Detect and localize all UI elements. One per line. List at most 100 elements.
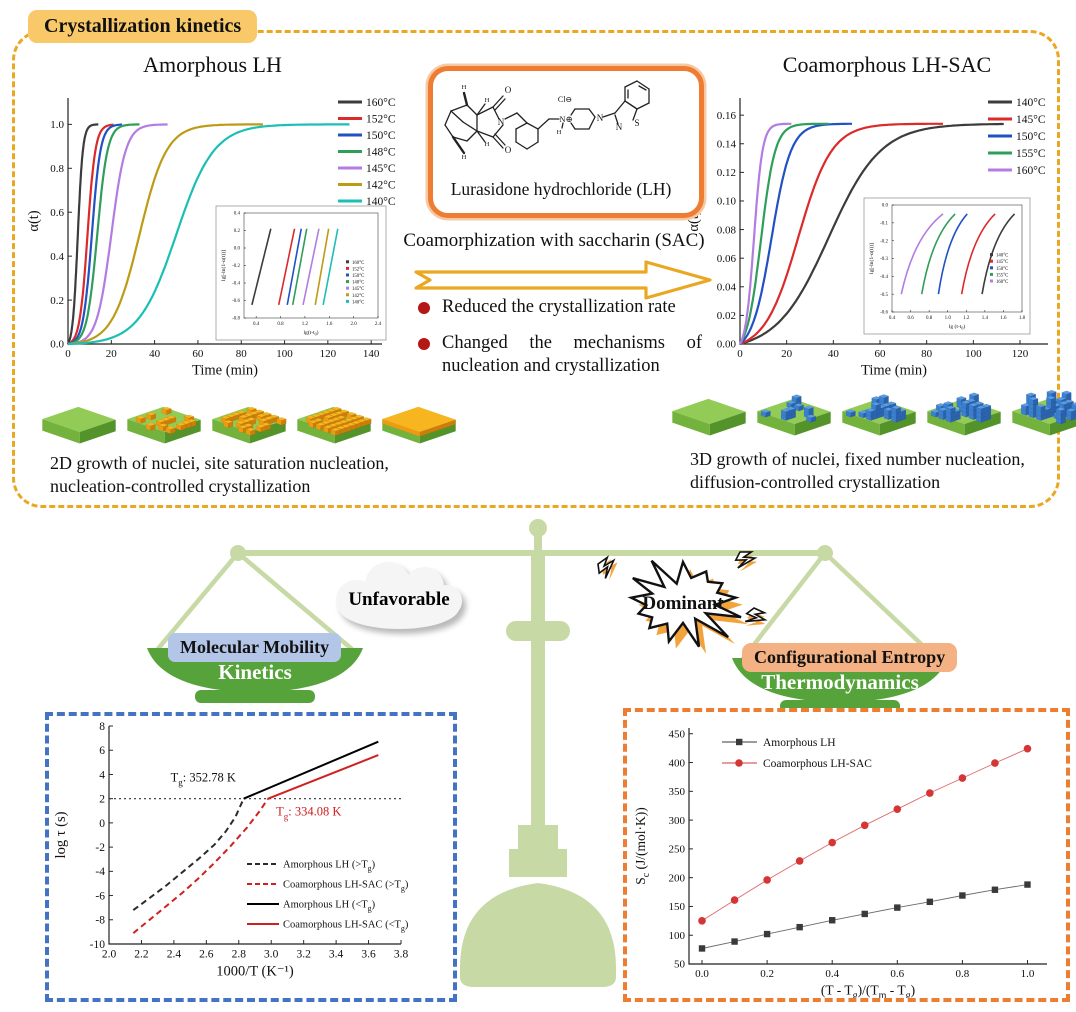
svg-text:155°C: 155°C <box>1016 148 1046 160</box>
svg-text:0.08: 0.08 <box>717 224 737 236</box>
svg-text:0.00: 0.00 <box>717 339 737 351</box>
svg-text:Amorphous LH (>Tg): Amorphous LH (>Tg) <box>283 860 376 873</box>
svg-text:1.2: 1.2 <box>302 322 309 327</box>
svg-text:400: 400 <box>669 757 686 769</box>
molecular-mobility-tag: Molecular Mobility <box>168 633 342 662</box>
thermodynamics-pan-label: Thermodynamics <box>761 670 919 694</box>
svg-text:150°C: 150°C <box>366 130 396 142</box>
y-axis-label: Sc (J/(mol·K)) <box>633 807 652 885</box>
svg-text:120: 120 <box>320 348 337 360</box>
svg-text:150°C: 150°C <box>1016 131 1046 143</box>
y-axis-label: lg[-ln(1-α(t))] <box>868 243 875 274</box>
series-curves <box>132 740 379 934</box>
svg-text:80: 80 <box>236 348 248 360</box>
series-142°C <box>67 123 263 346</box>
svg-text:250: 250 <box>669 844 686 856</box>
dominant-starburst: Dominant <box>588 546 778 663</box>
y-axis-label: lg[-ln(1-α(t))] <box>220 250 227 281</box>
svg-text:0.4: 0.4 <box>889 316 896 321</box>
growth-stage-2 <box>127 406 201 444</box>
y-axis-label: α(t) <box>26 210 42 231</box>
svg-text:-2: -2 <box>95 842 105 854</box>
svg-text:-0.2: -0.2 <box>880 239 888 244</box>
atom-label: H <box>462 154 467 161</box>
svg-text:140°C: 140°C <box>1016 97 1046 109</box>
2d-growth-caption: 2D growth of nuclei, site saturation nuc… <box>50 453 389 497</box>
svg-text:-4: -4 <box>95 866 105 878</box>
svg-text:3.2: 3.2 <box>296 949 311 961</box>
svg-text:0.06: 0.06 <box>717 253 737 265</box>
svg-text:450: 450 <box>669 728 686 740</box>
coamorphization-label: Coamorphization with saccharin (SAC) <box>403 230 705 251</box>
svg-text:-0.4: -0.4 <box>880 275 888 280</box>
atom-label: N <box>597 113 604 123</box>
svg-text:-10: -10 <box>90 939 106 951</box>
molecule-label: Lurasidone hydrochloride (LH) <box>450 179 672 199</box>
series-145°C <box>739 122 943 346</box>
svg-text:1.6: 1.6 <box>326 322 333 327</box>
series-Amorphous LH (<T_g) <box>243 740 379 800</box>
bullet-text: Reduced the crystallization rate <box>442 297 676 317</box>
amorphous-lh-chart: 0 20 40 60 80 100 120 140 0.0 0.2 0.4 0.6 0.8 1.0 Time… <box>26 86 438 388</box>
3d-growth-illustration <box>668 378 1076 438</box>
coamorphous-lh-sac-chart: 0 20 40 60 80 100 120 0.00 0.02 0.04 0.06 0.08 0.10 0… <box>686 86 1076 388</box>
series-152°C <box>67 123 114 346</box>
kinetics-chart-panel: 2.0 2.2 2.4 2.6 2.8 3.0 3.2 3.4 3.6 3.8 8 6 4 2 0 -2 -4 -… <box>45 712 457 1002</box>
atom-label: H <box>485 97 490 104</box>
atom-label: Cl⊖ <box>558 95 572 104</box>
svg-text:Coamorphous LH-SAC (<Tg): Coamorphous LH-SAC (<Tg) <box>283 920 409 933</box>
svg-text:-8: -8 <box>95 915 105 927</box>
svg-text:160°C: 160°C <box>366 97 396 109</box>
atom-label: N⊕ <box>559 114 572 124</box>
axes: 2.0 2.2 2.4 2.6 2.8 3.0 3.2 3.4 3.6 3.8 8 6 4 2 0 -2 -4 -… <box>53 721 408 980</box>
atom-label: S <box>634 118 639 128</box>
amorphous-lh-title: Amorphous LH <box>143 52 282 77</box>
svg-text:20: 20 <box>106 348 118 360</box>
svg-text:2: 2 <box>99 794 105 806</box>
svg-text:0.6: 0.6 <box>907 316 914 321</box>
unfavorable-text: Unfavorable <box>348 589 449 610</box>
inset-line-152°C <box>277 228 296 306</box>
x-axis-label: lg(t-t0) <box>303 329 318 337</box>
svg-text:1.0: 1.0 <box>50 119 64 131</box>
svg-text:148°C: 148°C <box>366 147 396 159</box>
growth-stage-2 <box>757 394 831 436</box>
svg-text:160°C: 160°C <box>1016 165 1046 177</box>
axes: 0.0 0.2 0.4 0.6 0.8 1.0 50 100 150 200 250 300 350 40… <box>633 728 1047 1001</box>
svg-text:8: 8 <box>99 721 105 733</box>
svg-text:0.4: 0.4 <box>234 212 241 217</box>
dominant-text: Dominant <box>642 593 724 614</box>
svg-text:-0.3: -0.3 <box>880 257 888 262</box>
series-148°C <box>67 123 140 346</box>
svg-text:40: 40 <box>149 348 161 360</box>
atom-label: O <box>505 145 512 155</box>
svg-text:Amorphous LH: Amorphous LH <box>763 737 836 749</box>
svg-text:100: 100 <box>965 348 982 360</box>
svg-text:3.4: 3.4 <box>329 949 344 961</box>
bullet-icon <box>418 302 430 314</box>
series-150°C <box>67 123 123 346</box>
svg-text:200: 200 <box>669 872 686 884</box>
svg-text:Coamorphous LH-SAC (>Tg): Coamorphous LH-SAC (>Tg) <box>283 880 409 893</box>
svg-text:0.0: 0.0 <box>882 204 889 209</box>
svg-text:0.0: 0.0 <box>234 247 241 252</box>
legend: 140°C 145°C 150°C 155°C 160°C <box>988 97 1046 177</box>
svg-text:1.6: 1.6 <box>1000 316 1007 321</box>
series-160°C <box>739 122 792 345</box>
inset-line-145°C <box>302 228 320 306</box>
atom-label: H <box>462 84 467 91</box>
section-badge: Crystallization kinetics <box>28 10 258 43</box>
svg-text:1.0: 1.0 <box>945 316 952 321</box>
growth-stage-1 <box>42 406 116 444</box>
growth-stage-3 <box>212 406 287 444</box>
series-150°C <box>739 122 852 345</box>
key-findings-list: Reduced the crystallization rate Changed… <box>418 296 702 391</box>
svg-text:145°C: 145°C <box>996 260 1008 265</box>
series-155°C <box>739 122 829 345</box>
svg-text:-6: -6 <box>95 890 105 902</box>
svg-text:Amorphous LH (<Tg): Amorphous LH (<Tg) <box>283 900 376 913</box>
svg-text:60: 60 <box>192 348 204 360</box>
configurational-entropy-chart: 0.0 0.2 0.4 0.6 0.8 1.0 50 100 150 200 250 300 350 40… <box>627 712 1066 1001</box>
2d-growth-illustration <box>38 386 460 446</box>
svg-text:350: 350 <box>669 786 686 798</box>
